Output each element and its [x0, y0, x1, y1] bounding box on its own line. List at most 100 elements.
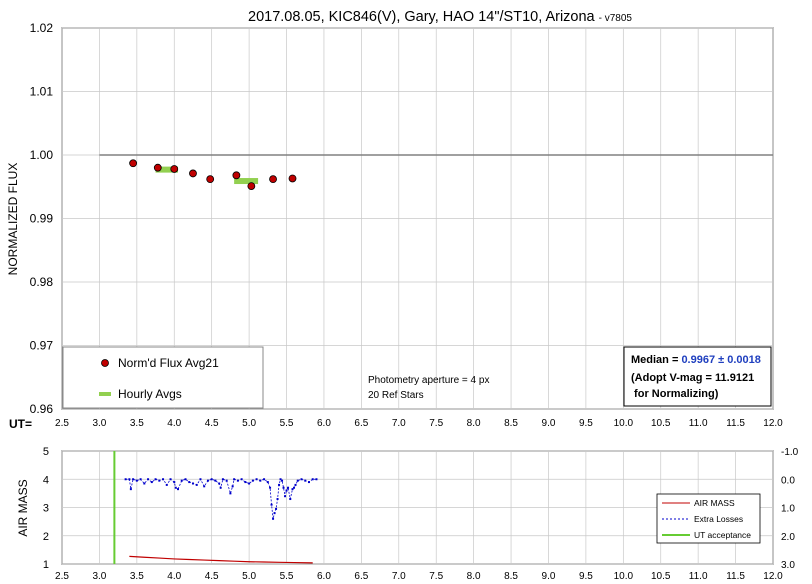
airmass-x-tick: 3.5	[130, 571, 144, 582]
chart-title-version: - v7805	[599, 13, 633, 24]
flux-x-tick: 3.0	[92, 418, 106, 429]
legend-ut-label: UT acceptance	[694, 530, 751, 540]
extra-losses-point	[221, 478, 224, 481]
extra-losses-point	[289, 498, 292, 501]
extra-losses-point	[128, 478, 131, 481]
flux-x-tick: 7.0	[392, 418, 406, 429]
extra-losses-point	[296, 479, 299, 482]
airmass-x-tick: 6.5	[354, 571, 368, 582]
extra-losses-point	[162, 478, 165, 481]
legend-flux-label: Norm'd Flux Avg21	[118, 356, 219, 370]
extra-losses-point	[150, 481, 153, 484]
airmass-x-tick: 2.5	[55, 571, 69, 582]
median-line: Median = 0.9967 ± 0.0018	[631, 354, 761, 366]
legend-airmass-label: AIR MASS	[694, 498, 735, 508]
extra-losses-point	[259, 479, 262, 482]
flux-x-tick: 9.5	[579, 418, 593, 429]
legend-losses-label: Extra Losses	[694, 514, 743, 524]
extra-losses-point	[147, 478, 150, 481]
extra-losses-point	[233, 478, 236, 481]
airmass-x-tick: 11.0	[689, 571, 708, 582]
extra-losses-point	[251, 479, 254, 482]
flux-legend: Norm'd Flux Avg21 Hourly Avgs	[62, 346, 264, 409]
airmass-y-tick: 2	[43, 531, 49, 543]
median-box-frame	[623, 346, 772, 407]
flux-y-tick: 0.97	[30, 339, 54, 353]
extra-losses-point	[184, 478, 187, 481]
flux-point	[129, 159, 138, 168]
extra-losses-point	[169, 478, 172, 481]
adopt-vmag-line: (Adopt V-mag = 11.9121	[631, 372, 754, 384]
extra-losses-point	[188, 481, 191, 484]
airmass-gridlines	[61, 450, 774, 565]
flux-x-tick: 5.5	[280, 418, 294, 429]
extra-losses-point	[158, 479, 161, 482]
airmass-x-tick: 8.0	[467, 571, 481, 582]
airmass-x-tick: 5.0	[242, 571, 256, 582]
extra-losses-point	[173, 481, 176, 484]
airmass-panel: 1 2 3 4 5 3.0 2.0 1.0 0.0 -1.0 2.5 3.0 3.5 4.0 4.5 5.…	[16, 446, 799, 582]
photometry-aperture-note: Photometry aperture = 4 px	[368, 375, 489, 386]
extra-losses-point	[248, 482, 251, 485]
extra-losses-point	[174, 486, 177, 489]
normalizing-line: for Normalizing)	[631, 388, 719, 400]
flux-x-tick: 5.0	[242, 418, 256, 429]
hourly-avgs-series	[155, 166, 259, 185]
median-box: Median = 0.9967 ± 0.0018 (Adopt V-mag = …	[623, 346, 772, 407]
extra-losses-point	[272, 517, 275, 520]
flux-x-tick: 8.5	[504, 418, 518, 429]
extra-losses-point	[275, 507, 278, 510]
legend-hourly-marker	[99, 392, 111, 396]
extra-losses-point	[195, 483, 198, 486]
median-value: 0.9967 ± 0.0018	[681, 354, 760, 366]
airmass-x-tick: 5.5	[280, 571, 294, 582]
extra-losses-point	[199, 478, 202, 481]
extra-losses-point	[203, 485, 206, 488]
extra-losses-point	[270, 503, 273, 506]
extra-losses-point	[231, 485, 234, 488]
airmass-x-tick: 11.5	[726, 571, 745, 582]
extra-losses-point	[154, 478, 157, 481]
airmass-x-tick-labels: 2.5 3.0 3.5 4.0 4.5 5.0 5.5 6.0 6.5 7.0 7.5 8.0 8.5 9…	[55, 571, 783, 582]
extra-losses-point	[293, 486, 296, 489]
extra-losses-point	[218, 482, 221, 485]
flux-y-tick: 0.96	[30, 402, 54, 416]
extra-losses-point	[279, 478, 282, 481]
airmass-y-tick: 3	[43, 503, 49, 515]
extra-losses-point	[315, 478, 318, 481]
flux-point	[232, 171, 241, 180]
extra-losses-point	[284, 495, 287, 498]
extra-losses-point	[177, 488, 180, 491]
extra-losses-point	[143, 482, 146, 485]
extra-losses-point	[180, 479, 183, 482]
flux-point	[269, 175, 277, 184]
losses-y2-tick: -1.0	[781, 447, 799, 458]
chart-title-main: 2017.08.05, KIC846(V), Gary, HAO 14"/ST1…	[248, 9, 596, 25]
flux-y-tick: 1.01	[30, 85, 54, 99]
hourly-avg-bar	[155, 166, 179, 173]
flux-legend-box	[62, 346, 264, 409]
flux-y-tick-labels: 0.96 0.97 0.98 0.99 1.00 1.01 1.02	[30, 21, 54, 416]
flux-x-tick: 10.5	[651, 418, 671, 429]
extra-losses-point	[300, 478, 303, 481]
flux-x-tick: 2.5	[55, 418, 69, 429]
losses-y2-tick: 1.0	[781, 504, 795, 515]
losses-y2-tick: 2.0	[781, 532, 795, 543]
extra-losses-point	[135, 479, 138, 482]
airmass-y-tick-labels: 1 2 3 4 5	[43, 446, 49, 571]
median-label: Median =	[631, 354, 681, 366]
flux-x-tick: 4.5	[205, 418, 219, 429]
flux-x-tick: 10.0	[614, 418, 634, 429]
extra-losses-point	[129, 488, 132, 491]
extra-losses-point	[206, 479, 209, 482]
extra-losses-point	[210, 478, 213, 481]
airmass-x-tick: 4.5	[205, 571, 219, 582]
extra-losses-point	[287, 486, 290, 489]
flux-x-tick: 7.5	[429, 418, 443, 429]
flux-x-tick: 8.0	[467, 418, 481, 429]
flux-x-tick: 11.0	[689, 418, 708, 429]
airmass-y-tick: 4	[43, 474, 49, 486]
extra-losses-point	[266, 481, 269, 484]
flux-y-tick: 1.02	[30, 21, 54, 35]
